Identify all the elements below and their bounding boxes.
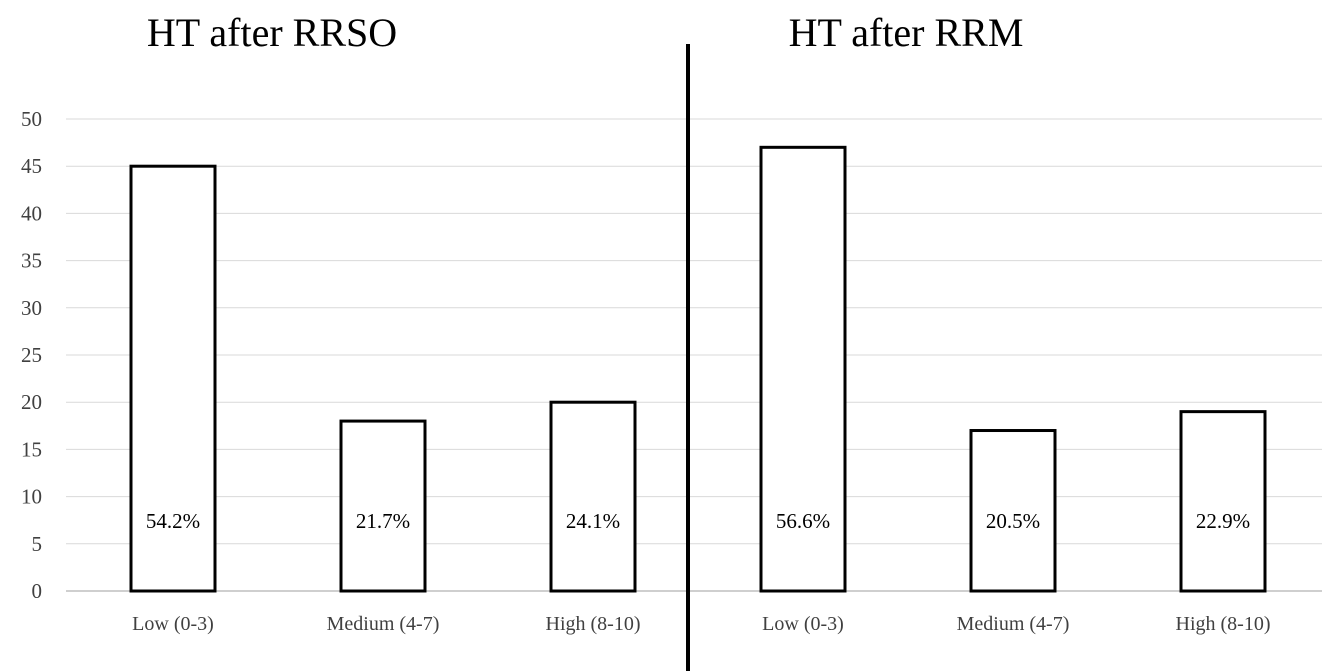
x-category-label: Low (0-3)	[762, 613, 844, 635]
y-tick-label: 40	[21, 201, 42, 225]
bars-layer: 54.2% 21.7% 24.1% 56.6% 20.5% 22.9%	[129, 145, 1267, 593]
x-category-label: Low (0-3)	[132, 613, 214, 635]
y-tick-label: 0	[32, 579, 43, 603]
bar	[1179, 410, 1267, 593]
y-tick-label: 25	[21, 343, 42, 367]
bar-percent-label: 21.7%	[356, 509, 410, 533]
x-category-label: Medium (4-7)	[957, 613, 1070, 635]
grid-lines	[66, 118, 1322, 592]
x-category-label: High (8-10)	[546, 613, 641, 635]
x-axis-labels: Low (0-3) Medium (4-7) High (8-10) Low (0-3…	[132, 613, 1270, 635]
y-tick-label: 5	[32, 532, 43, 556]
bar	[129, 164, 217, 593]
y-tick-label: 15	[21, 437, 42, 461]
bar-percent-label: 56.6%	[776, 509, 830, 533]
x-category-label: Medium (4-7)	[327, 613, 440, 635]
y-tick-label: 20	[21, 390, 42, 414]
bar	[549, 400, 637, 593]
y-tick-label: 45	[21, 154, 42, 178]
x-category-label: High (8-10)	[1176, 613, 1271, 635]
bar	[969, 429, 1057, 593]
y-tick-label: 35	[21, 249, 42, 273]
bar-percent-label: 54.2%	[146, 509, 200, 533]
bar-percent-label: 20.5%	[986, 509, 1040, 533]
y-tick-label: 30	[21, 296, 42, 320]
bar	[339, 419, 427, 593]
bar	[759, 145, 847, 593]
y-tick-label: 10	[21, 485, 42, 509]
bar-percent-label: 24.1%	[566, 509, 620, 533]
y-axis: 0 5 10 15 20 25 30 35 40 45 50	[21, 107, 42, 603]
bar-percent-label: 22.9%	[1196, 509, 1250, 533]
panel-title-rrm: HT after RRM	[789, 10, 1024, 55]
panel-title-rrso: HT after RRSO	[147, 10, 397, 55]
y-tick-label: 50	[21, 107, 42, 131]
